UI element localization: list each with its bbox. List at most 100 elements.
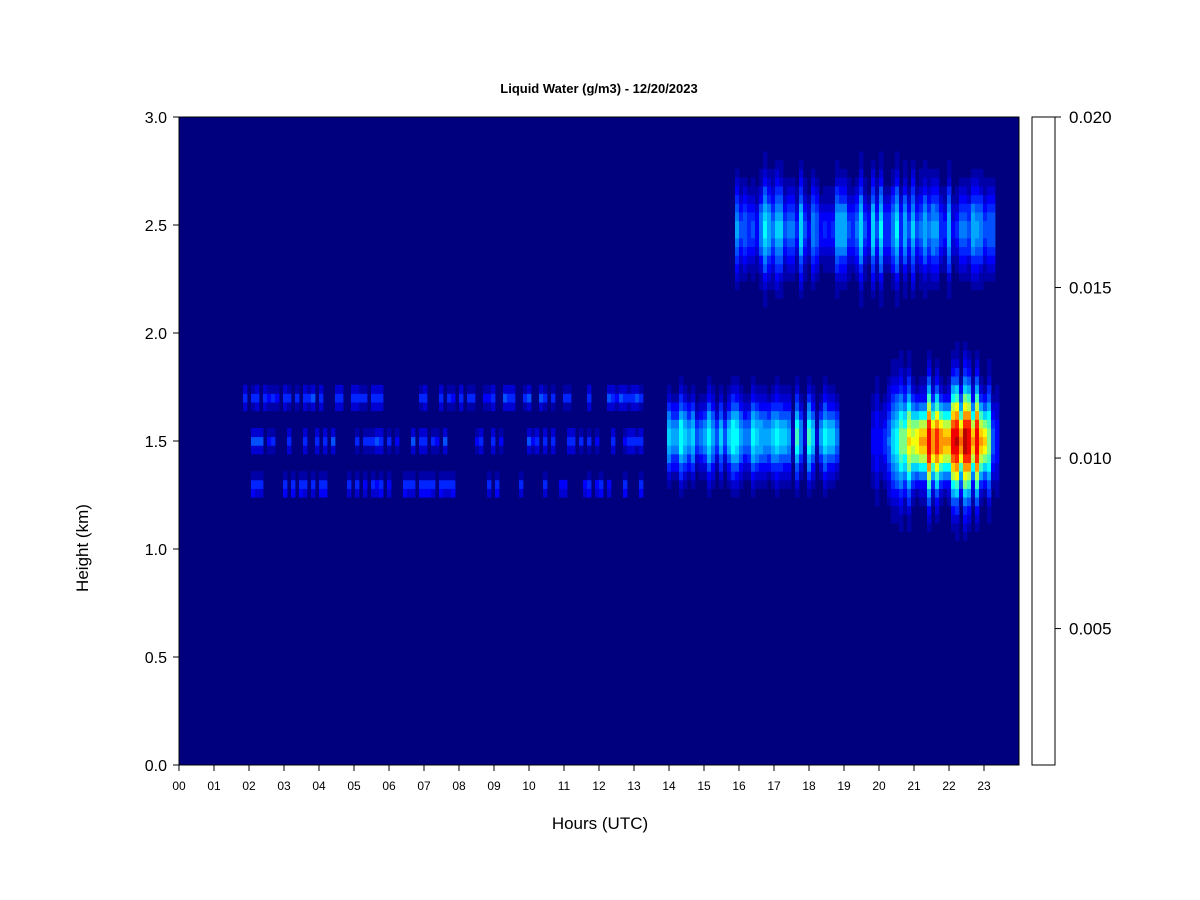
heatmap-cell (947, 263, 952, 273)
heatmap-cell (991, 186, 996, 196)
heatmap-cell (755, 255, 760, 265)
y-tick-label: 2.5 (145, 218, 167, 235)
heatmap-cell (963, 229, 968, 239)
heatmap-cell (943, 393, 948, 403)
heatmap-cell (595, 436, 600, 446)
heatmap-cell (719, 393, 724, 403)
heatmap-cell (783, 410, 788, 420)
heatmap-cell (735, 384, 740, 394)
heatmap-cell (943, 436, 948, 446)
heatmap-cell (683, 428, 688, 438)
heatmap-cell (755, 246, 760, 256)
heatmap-cell (719, 419, 724, 429)
heatmap-cell (739, 272, 744, 282)
heatmap-cell (751, 263, 756, 273)
heatmap-cell (963, 263, 968, 273)
heatmap-cell (887, 402, 892, 412)
heatmap-cell (763, 272, 768, 282)
heatmap-cell (295, 402, 300, 412)
heatmap-cell (531, 445, 536, 455)
heatmap-cell (835, 428, 840, 438)
heatmap-cell (807, 428, 812, 438)
heatmap-cell (783, 220, 788, 230)
heatmap-cell (923, 488, 928, 498)
heatmap-cell (903, 281, 908, 291)
heatmap-cell (791, 445, 796, 455)
heatmap-cell (867, 220, 872, 230)
heatmap-cell (963, 237, 968, 247)
heatmap-cell (787, 177, 792, 187)
heatmap-cell (987, 177, 992, 187)
heatmap-cell (267, 436, 272, 446)
heatmap-cell (895, 488, 900, 498)
heatmap-cell (991, 419, 996, 429)
heatmap-cell (571, 436, 576, 446)
heatmap-cell (879, 151, 884, 161)
heatmap-cell (543, 402, 548, 412)
heatmap-cell (743, 220, 748, 230)
heatmap-cell (887, 436, 892, 446)
heatmap-cell (907, 263, 912, 273)
heatmap-cell (875, 402, 880, 412)
heatmap-cell (991, 479, 996, 489)
heatmap-cell (855, 237, 860, 247)
heatmap-cell (891, 237, 896, 247)
heatmap-cell (755, 186, 760, 196)
heatmap-cell (315, 436, 320, 446)
heatmap-cell (963, 367, 968, 377)
heatmap-cell (371, 384, 376, 394)
x-tick-label: 12 (592, 779, 606, 793)
heatmap-cell (891, 168, 896, 178)
heatmap-cell (943, 402, 948, 412)
heatmap-cell (443, 479, 448, 489)
heatmap-cell (467, 384, 472, 394)
heatmap-cell (883, 229, 888, 239)
heatmap-cell (707, 436, 712, 446)
heatmap-cell (831, 203, 836, 213)
heatmap-cell (847, 186, 852, 196)
heatmap-cell (827, 186, 832, 196)
heatmap-cell (439, 384, 444, 394)
heatmap-cell (363, 471, 368, 481)
heatmap-cell (927, 419, 932, 429)
heatmap-cell (963, 410, 968, 420)
heatmap-cell (939, 212, 944, 222)
heatmap-cell (891, 281, 896, 291)
heatmap-cell (331, 445, 336, 455)
heatmap-cell (871, 212, 876, 222)
heatmap-cell (907, 428, 912, 438)
heatmap-cell (623, 436, 628, 446)
heatmap-cell (827, 220, 832, 230)
heatmap-cell (875, 410, 880, 420)
heatmap-cells (243, 151, 1000, 541)
heatmap-cell (619, 393, 624, 403)
heatmap-cell (963, 523, 968, 533)
heatmap-cell (811, 220, 816, 230)
heatmap-cell (855, 177, 860, 187)
heatmap-cell (943, 488, 948, 498)
heatmap-cell (419, 479, 424, 489)
heatmap-cell (895, 151, 900, 161)
heatmap-cell (987, 428, 992, 438)
heatmap-cell (847, 237, 852, 247)
heatmap-cell (975, 497, 980, 507)
heatmap-cell (331, 428, 336, 438)
heatmap-cell (811, 479, 816, 489)
heatmap-cell (271, 393, 276, 403)
heatmap-cell (411, 471, 416, 481)
heatmap-cell (683, 419, 688, 429)
heatmap-cell (831, 229, 836, 239)
heatmap-cell (451, 488, 456, 498)
heatmap-cell (855, 263, 860, 273)
heatmap-cell (895, 471, 900, 481)
heatmap-cell (899, 462, 904, 472)
heatmap-cell (971, 263, 976, 273)
heatmap-cell (987, 419, 992, 429)
heatmap-cell (895, 479, 900, 489)
heatmap-cell (783, 246, 788, 256)
heatmap-cell (947, 220, 952, 230)
heatmap-cell (911, 471, 916, 481)
heatmap-cell (759, 393, 764, 403)
heatmap-cell (935, 514, 940, 524)
heatmap-cell (775, 445, 780, 455)
